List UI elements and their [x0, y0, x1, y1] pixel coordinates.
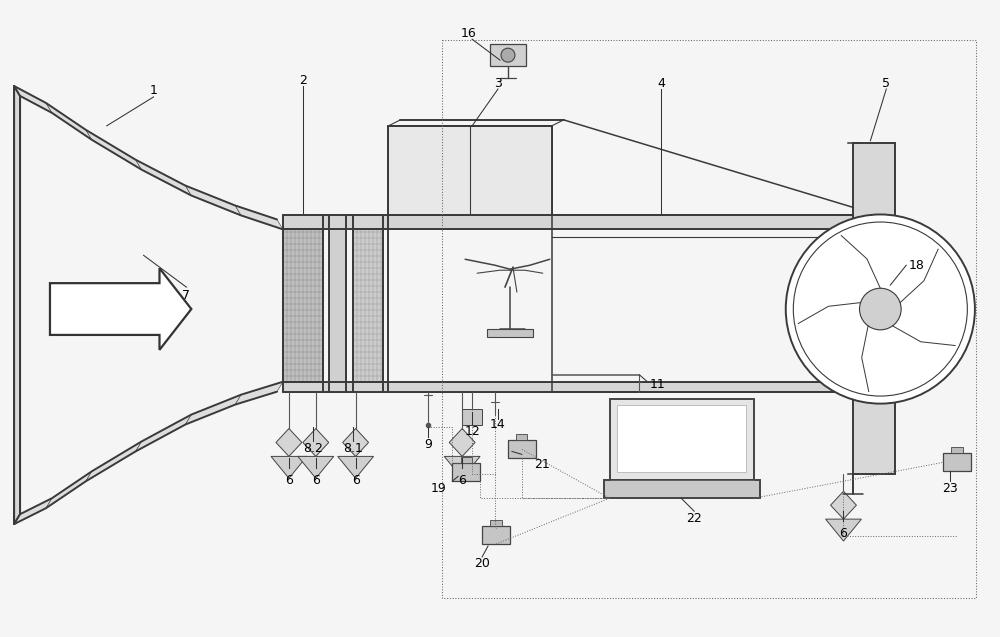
Polygon shape — [86, 441, 142, 482]
Polygon shape — [136, 160, 191, 196]
Text: 6: 6 — [840, 527, 847, 540]
Text: 14: 14 — [490, 418, 506, 431]
Polygon shape — [14, 86, 20, 524]
Text: 6: 6 — [312, 474, 320, 487]
Polygon shape — [508, 440, 536, 459]
Text: 9: 9 — [424, 438, 432, 451]
Polygon shape — [276, 429, 302, 456]
Polygon shape — [353, 229, 383, 382]
Polygon shape — [826, 519, 861, 541]
Polygon shape — [46, 103, 92, 140]
Polygon shape — [461, 457, 472, 463]
Polygon shape — [388, 126, 552, 215]
Text: 4: 4 — [657, 76, 665, 90]
Polygon shape — [444, 456, 480, 478]
Text: 8.1: 8.1 — [343, 442, 363, 455]
Polygon shape — [604, 480, 760, 498]
Polygon shape — [943, 454, 971, 471]
Polygon shape — [185, 185, 241, 215]
Polygon shape — [516, 434, 527, 440]
Polygon shape — [482, 526, 510, 544]
Polygon shape — [610, 399, 754, 480]
Polygon shape — [329, 229, 346, 382]
Circle shape — [860, 288, 901, 330]
Circle shape — [501, 48, 515, 62]
Polygon shape — [343, 429, 369, 456]
Polygon shape — [235, 206, 283, 229]
Polygon shape — [283, 229, 323, 382]
Polygon shape — [136, 415, 191, 452]
Polygon shape — [271, 456, 307, 478]
FancyArrow shape — [50, 268, 191, 350]
Polygon shape — [490, 44, 526, 66]
Polygon shape — [235, 382, 283, 404]
Text: 3: 3 — [494, 76, 502, 90]
Polygon shape — [853, 143, 895, 475]
Polygon shape — [14, 498, 52, 524]
Text: 6: 6 — [458, 474, 466, 487]
Polygon shape — [303, 429, 329, 456]
Text: 11: 11 — [649, 378, 665, 391]
Text: 5: 5 — [882, 76, 890, 90]
Polygon shape — [283, 382, 853, 392]
Text: 1: 1 — [150, 83, 157, 96]
Text: 12: 12 — [464, 425, 480, 438]
Polygon shape — [449, 429, 475, 456]
Polygon shape — [185, 395, 241, 424]
Polygon shape — [86, 130, 142, 169]
Text: 7: 7 — [182, 289, 190, 301]
Text: 20: 20 — [474, 557, 490, 570]
Text: 23: 23 — [942, 482, 958, 495]
Polygon shape — [338, 456, 374, 478]
Polygon shape — [462, 408, 482, 424]
Polygon shape — [283, 215, 853, 229]
Text: 16: 16 — [460, 27, 476, 39]
Polygon shape — [951, 447, 963, 454]
Polygon shape — [831, 491, 856, 519]
Polygon shape — [298, 456, 334, 478]
Circle shape — [786, 215, 975, 404]
Polygon shape — [487, 329, 533, 337]
Text: 2: 2 — [299, 73, 307, 87]
Polygon shape — [452, 463, 480, 482]
Polygon shape — [14, 86, 52, 113]
Polygon shape — [617, 404, 746, 472]
Text: 19: 19 — [430, 482, 446, 495]
Polygon shape — [46, 471, 92, 508]
Text: 22: 22 — [686, 512, 702, 525]
Text: 8.2: 8.2 — [303, 442, 323, 455]
Polygon shape — [490, 520, 502, 526]
Text: 21: 21 — [534, 458, 550, 471]
Text: 6: 6 — [285, 474, 293, 487]
Text: 18: 18 — [908, 259, 924, 272]
Text: 6: 6 — [352, 474, 360, 487]
